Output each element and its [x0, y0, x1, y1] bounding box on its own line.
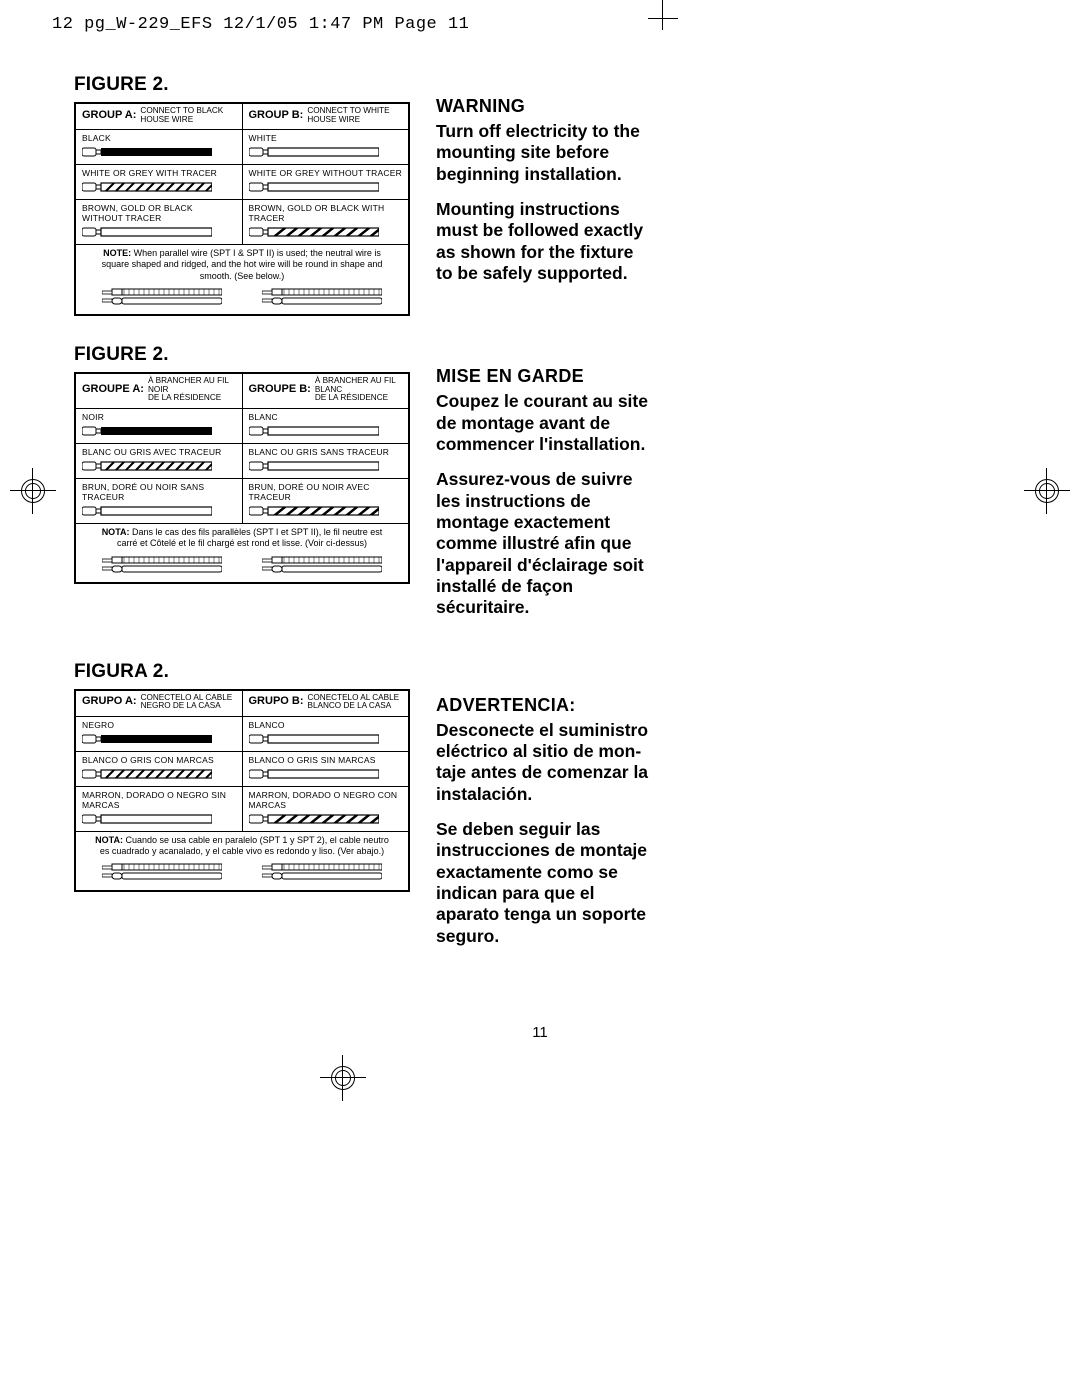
wire-cell: BRUN, DORÉ OU NOIR AVEC TRACEUR: [242, 479, 409, 524]
figure-section: FIGURA 2. GRUPO A:CONECTELO AL CABLENEGR…: [74, 661, 1006, 961]
wire-cell: MARRON, DORADO O NEGRO CON MARCAS: [242, 786, 409, 831]
wire-cell: NOIR: [75, 409, 242, 444]
note-cell: NOTA: Cuando se usa cable en paralelo (S…: [75, 831, 409, 890]
wire-cell: BLANC: [242, 409, 409, 444]
wire-cell: MARRON, DORADO O NEGRO SIN MARCAS: [75, 786, 242, 831]
crop-mark: [662, 0, 676, 30]
warning-heading: ADVERTENCIA:: [436, 695, 654, 716]
figure-title: FIGURE 2.: [74, 74, 420, 96]
group-a-header: GRUPO A:CONECTELO AL CABLENEGRO DE LA CA…: [75, 690, 242, 717]
wire-cell: BRUN, DORÉ OU NOIR SANS TRACEUR: [75, 479, 242, 524]
warning-column: ADVERTENCIA: Desconecte el suministro el…: [436, 661, 654, 961]
warning-body: Desconecte el suministro eléctrico al si…: [436, 720, 654, 947]
warning-body: Coupez le courant au site de montage ava…: [436, 391, 654, 618]
note-cell: NOTE: When parallel wire (SPT I & SPT II…: [75, 245, 409, 316]
group-b-header: GROUPE B:À BRANCHER AU FIL BLANCDE LA RÉ…: [242, 373, 409, 408]
wire-table: GROUPE A:À BRANCHER AU FIL NOIRDE LA RÉS…: [74, 372, 410, 584]
wire-cell: BROWN, GOLD OR BLACK WITH TRACER: [242, 200, 409, 245]
crop-mark: [648, 18, 678, 19]
wire-cell: BLANCO: [242, 716, 409, 751]
wire-cell: WHITE OR GREY WITH TRACER: [75, 165, 242, 200]
registration-mark: [10, 468, 56, 514]
warning-column: WARNING Turn off electricity to the moun…: [436, 74, 654, 298]
group-b-header: GROUP B:CONNECT TO WHITEHOUSE WIRE: [242, 103, 409, 130]
group-b-header: GRUPO B:CONECTELO AL CABLEBLANCO DE LA C…: [242, 690, 409, 717]
warning-heading: MISE EN GARDE: [436, 366, 654, 387]
wire-cell: BLANCO O GRIS SIN MARCAS: [242, 751, 409, 786]
wire-cell: BLACK: [75, 130, 242, 165]
warning-column: MISE EN GARDE Coupez le courant au site …: [436, 344, 654, 632]
figure-column: FIGURE 2. GROUP A:CONNECT TO BLACKHOUSE …: [74, 74, 420, 316]
wire-cell: NEGRO: [75, 716, 242, 751]
figure-column: FIGURA 2. GRUPO A:CONECTELO AL CABLENEGR…: [74, 661, 420, 892]
figure-section: FIGURE 2. GROUP A:CONNECT TO BLACKHOUSE …: [74, 74, 1006, 316]
wire-table: GRUPO A:CONECTELO AL CABLENEGRO DE LA CA…: [74, 689, 410, 892]
wire-cell: WHITE OR GREY WITHOUT TRACER: [242, 165, 409, 200]
warning-heading: WARNING: [436, 96, 654, 117]
warning-body: Turn off electricity to the mounting sit…: [436, 121, 654, 284]
figure-column: FIGURE 2. GROUPE A:À BRANCHER AU FIL NOI…: [74, 344, 420, 584]
page-content: FIGURE 2. GROUP A:CONNECT TO BLACKHOUSE …: [74, 28, 1006, 989]
figure-section: FIGURE 2. GROUPE A:À BRANCHER AU FIL NOI…: [74, 344, 1006, 632]
group-a-header: GROUP A:CONNECT TO BLACKHOUSE WIRE: [75, 103, 242, 130]
group-a-header: GROUPE A:À BRANCHER AU FIL NOIRDE LA RÉS…: [75, 373, 242, 408]
wire-cell: BROWN, GOLD OR BLACKWITHOUT TRACER: [75, 200, 242, 245]
wire-table: GROUP A:CONNECT TO BLACKHOUSE WIRE GROUP…: [74, 102, 410, 316]
figure-title: FIGURE 2.: [74, 344, 420, 366]
note-cell: NOTA: Dans le cas des fils parallèles (S…: [75, 524, 409, 583]
registration-mark: [1024, 468, 1070, 514]
wire-cell: BLANCO O GRIS CON MARCAS: [75, 751, 242, 786]
page-number: 11: [0, 1024, 1080, 1041]
wire-cell: BLANC OU GRIS AVEC TRACEUR: [75, 444, 242, 479]
figure-title: FIGURA 2.: [74, 661, 420, 683]
wire-cell: BLANC OU GRIS SANS TRACEUR: [242, 444, 409, 479]
registration-mark: [320, 1055, 366, 1101]
wire-cell: WHITE: [242, 130, 409, 165]
